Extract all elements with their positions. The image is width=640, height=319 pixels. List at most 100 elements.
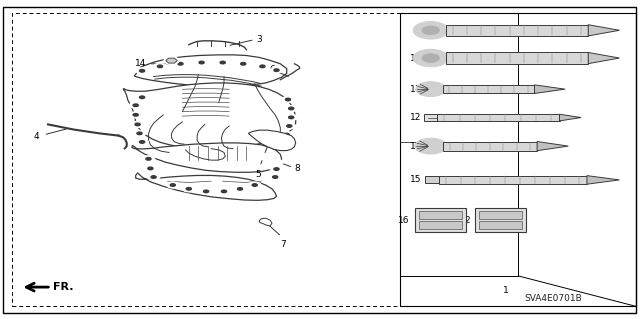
Polygon shape (559, 114, 581, 121)
Circle shape (284, 133, 289, 136)
Bar (419, 221, 462, 229)
Polygon shape (588, 25, 620, 36)
Text: 1: 1 (503, 286, 508, 295)
Circle shape (274, 69, 279, 71)
Circle shape (234, 186, 246, 192)
Bar (437, 114, 559, 121)
Polygon shape (259, 218, 272, 226)
Circle shape (186, 188, 191, 190)
Text: 13: 13 (410, 142, 421, 151)
Circle shape (252, 184, 257, 186)
Bar (12, 13, 400, 306)
Circle shape (237, 61, 250, 67)
Circle shape (285, 114, 298, 121)
Text: 14: 14 (134, 59, 146, 68)
Circle shape (140, 141, 145, 143)
Circle shape (142, 156, 155, 162)
Circle shape (146, 158, 151, 160)
Bar (445, 53, 588, 64)
Circle shape (220, 61, 225, 64)
Circle shape (195, 59, 208, 66)
Text: 5: 5 (256, 170, 261, 179)
Circle shape (178, 63, 183, 65)
Bar (426, 176, 438, 183)
Circle shape (264, 155, 271, 159)
Circle shape (422, 26, 440, 35)
Bar (419, 211, 462, 219)
Text: 12: 12 (410, 113, 421, 122)
Circle shape (289, 107, 294, 110)
Circle shape (182, 186, 195, 192)
Circle shape (133, 114, 138, 116)
Circle shape (285, 105, 298, 112)
Circle shape (413, 22, 449, 39)
Circle shape (148, 167, 153, 170)
Circle shape (170, 184, 175, 186)
Polygon shape (166, 58, 177, 63)
Circle shape (271, 159, 276, 161)
Circle shape (280, 131, 293, 138)
Polygon shape (248, 130, 296, 151)
Text: 6: 6 (269, 65, 275, 74)
Bar (424, 114, 437, 122)
Circle shape (276, 140, 289, 146)
Text: 15: 15 (410, 175, 421, 184)
Circle shape (154, 63, 166, 70)
Circle shape (273, 176, 278, 178)
Circle shape (199, 61, 204, 64)
Bar (443, 85, 534, 93)
Bar (400, 13, 636, 306)
Polygon shape (132, 143, 282, 172)
Circle shape (289, 116, 294, 119)
Polygon shape (124, 83, 296, 149)
Text: 8: 8 (294, 164, 300, 173)
Polygon shape (587, 176, 620, 184)
Circle shape (416, 82, 445, 97)
Circle shape (174, 61, 187, 67)
Circle shape (287, 125, 292, 127)
Text: 4: 4 (34, 132, 40, 141)
Circle shape (221, 190, 227, 193)
Circle shape (218, 188, 230, 195)
Polygon shape (534, 85, 565, 93)
Bar (445, 25, 588, 36)
Circle shape (274, 168, 279, 170)
Circle shape (137, 132, 142, 135)
Circle shape (204, 190, 209, 193)
Circle shape (270, 67, 283, 73)
Text: 9: 9 (415, 26, 421, 35)
Circle shape (256, 63, 269, 70)
Circle shape (283, 123, 296, 129)
Bar (415, 208, 466, 232)
Circle shape (268, 157, 280, 163)
Circle shape (164, 57, 179, 64)
Circle shape (166, 182, 179, 188)
Polygon shape (134, 55, 287, 86)
Text: 11: 11 (410, 85, 421, 94)
Bar (444, 142, 537, 151)
Circle shape (131, 121, 144, 128)
Text: SVA4E0701B: SVA4E0701B (525, 294, 582, 303)
Circle shape (129, 102, 142, 108)
Bar (479, 211, 522, 219)
Circle shape (136, 139, 148, 145)
Circle shape (133, 104, 138, 107)
Circle shape (135, 123, 140, 126)
Circle shape (260, 153, 275, 161)
Circle shape (248, 182, 261, 188)
Circle shape (282, 96, 294, 103)
Text: 7: 7 (280, 240, 285, 249)
Polygon shape (588, 53, 620, 64)
Circle shape (413, 49, 449, 67)
Circle shape (241, 63, 246, 65)
Bar (475, 208, 526, 232)
Circle shape (271, 161, 279, 165)
Text: 2: 2 (464, 216, 470, 225)
Bar (438, 176, 587, 184)
Circle shape (285, 98, 291, 101)
Circle shape (136, 68, 148, 74)
Circle shape (216, 59, 229, 66)
Polygon shape (136, 173, 276, 200)
Text: 10: 10 (410, 54, 421, 63)
Circle shape (422, 54, 440, 63)
